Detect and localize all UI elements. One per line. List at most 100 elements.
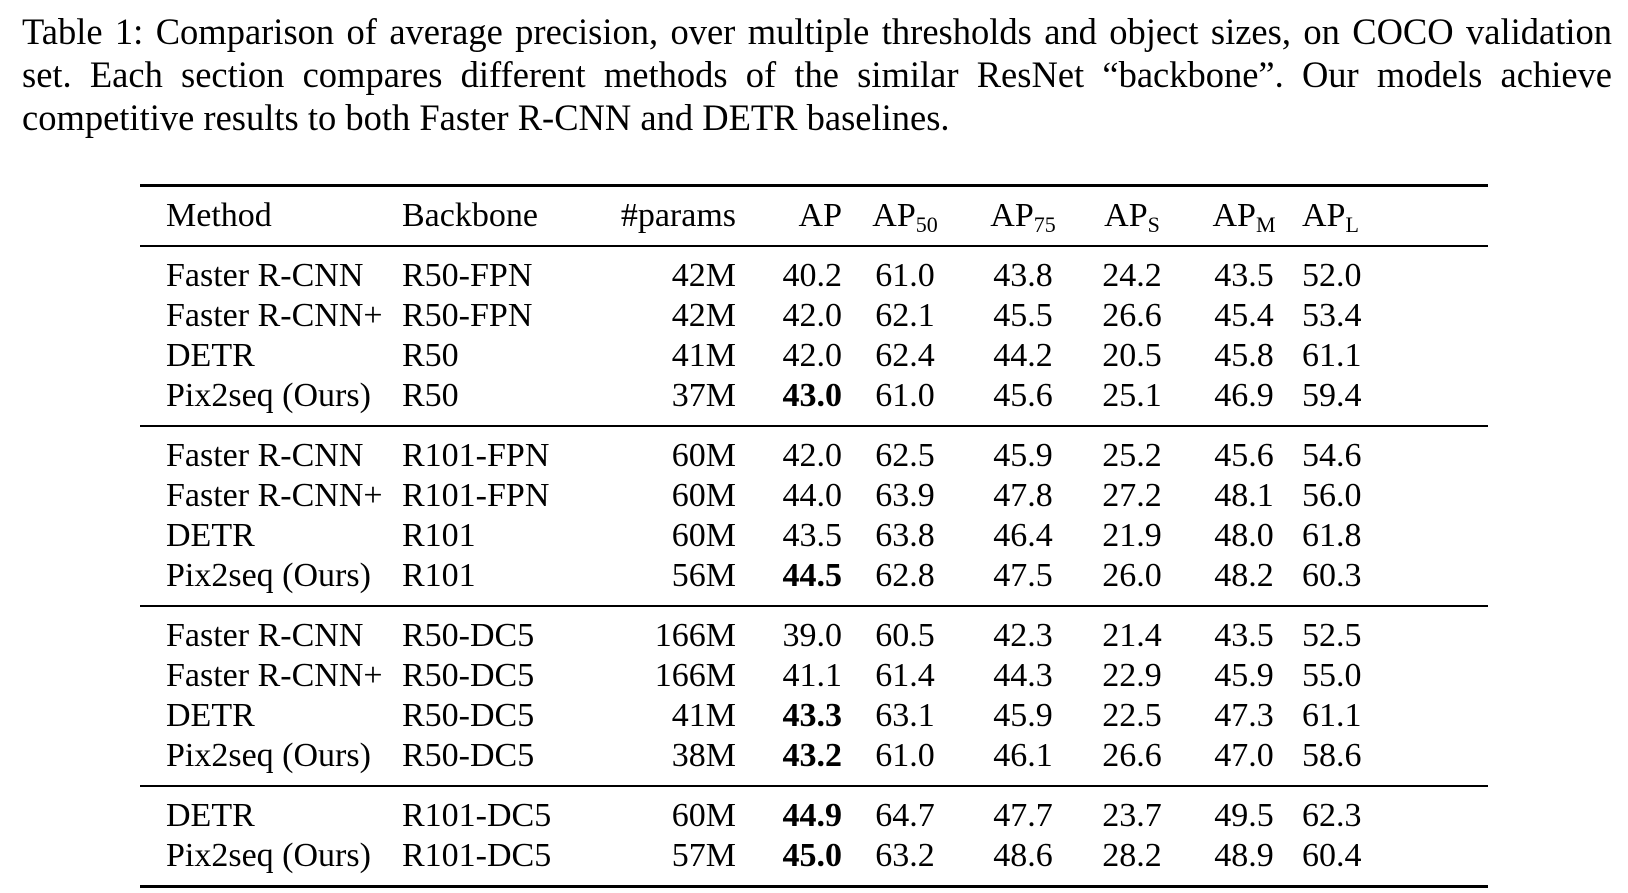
table-row: Pix2seq (Ours) R50 37M 43.0 61.0 45.6 25.1 46.9… bbox=[140, 376, 1488, 426]
cell-apm: 48.0 bbox=[1214, 517, 1274, 554]
header-apm-sub: M bbox=[1255, 212, 1276, 237]
cell-apm: 45.8 bbox=[1214, 337, 1274, 374]
cell-params: 38M bbox=[671, 737, 736, 774]
cell-ap50: 64.7 bbox=[875, 797, 935, 834]
cell-aps: 26.0 bbox=[1102, 557, 1162, 594]
cell-ap75: 45.6 bbox=[993, 377, 1053, 414]
cell-ap: 43.0 bbox=[782, 377, 843, 414]
cell-method: Pix2seq (Ours) bbox=[166, 377, 371, 414]
cell-ap: 42.0 bbox=[782, 437, 843, 474]
cell-backbone: R101 bbox=[402, 517, 476, 554]
cell-method: DETR bbox=[166, 337, 255, 374]
cell-backbone: R101-FPN bbox=[402, 437, 550, 474]
cell-aps: 21.9 bbox=[1102, 517, 1162, 554]
cell-apm: 49.5 bbox=[1214, 797, 1274, 834]
cell-apm: 46.9 bbox=[1214, 377, 1274, 414]
cell-method: Faster R-CNN+ bbox=[166, 297, 383, 334]
cell-aps: 21.4 bbox=[1102, 617, 1162, 654]
cell-apl: 55.0 bbox=[1302, 657, 1362, 694]
cell-ap75: 45.9 bbox=[993, 437, 1053, 474]
cell-ap: 42.0 bbox=[782, 337, 843, 374]
cell-ap75: 48.6 bbox=[993, 837, 1053, 874]
cell-ap: 43.2 bbox=[782, 737, 843, 774]
header-aps: APS bbox=[1078, 186, 1186, 247]
cell-aps: 22.9 bbox=[1102, 657, 1162, 694]
cell-ap75: 45.5 bbox=[993, 297, 1053, 334]
cell-ap: 45.0 bbox=[782, 837, 843, 874]
cell-method: Faster R-CNN bbox=[166, 257, 364, 294]
cell-ap75: 46.4 bbox=[993, 517, 1053, 554]
cell-ap50: 61.0 bbox=[875, 257, 935, 294]
cell-ap50: 60.5 bbox=[875, 617, 935, 654]
header-params: #params bbox=[620, 197, 736, 234]
cell-backbone: R50 bbox=[402, 377, 459, 414]
cell-backbone: R50-FPN bbox=[402, 257, 533, 294]
table-row: Faster R-CNN+ R50-FPN 42M 42.0 62.1 45.5 26.6 4… bbox=[140, 296, 1488, 336]
table-row: Faster R-CNN R50-FPN 42M 40.2 61.0 43.8 24.2 43… bbox=[140, 246, 1488, 296]
cell-apl: 61.8 bbox=[1302, 517, 1362, 554]
cell-method: Faster R-CNN+ bbox=[166, 477, 383, 514]
cell-backbone: R50-DC5 bbox=[402, 617, 535, 654]
cell-aps: 24.2 bbox=[1102, 257, 1162, 294]
table-section-3: Faster R-CNN R50-DC5 166M 39.0 60.5 42.3 21.4 4… bbox=[140, 606, 1488, 786]
cell-aps: 26.6 bbox=[1102, 737, 1162, 774]
cell-ap: 44.9 bbox=[782, 797, 843, 834]
table-header: Method Backbone #params AP AP50 AP75 APS… bbox=[140, 185, 1488, 247]
cell-ap50: 63.2 bbox=[875, 837, 935, 874]
cell-apm: 45.6 bbox=[1214, 437, 1274, 474]
cell-method: Pix2seq (Ours) bbox=[166, 837, 371, 874]
header-apl: APL bbox=[1302, 186, 1488, 247]
cell-ap: 44.0 bbox=[782, 477, 843, 514]
header-apl-base: AP bbox=[1302, 197, 1346, 234]
cell-aps: 28.2 bbox=[1102, 837, 1162, 874]
cell-ap: 42.0 bbox=[782, 297, 843, 334]
cell-params: 166M bbox=[654, 617, 736, 654]
cell-apl: 61.1 bbox=[1302, 337, 1362, 374]
header-method: Method bbox=[166, 197, 272, 234]
cell-params: 41M bbox=[671, 697, 736, 734]
cell-ap: 40.2 bbox=[782, 257, 843, 294]
table-row: DETR R101 60M 43.5 63.8 46.4 21.9 48.0 61.8 bbox=[140, 516, 1488, 556]
cell-params: 42M bbox=[671, 257, 736, 294]
cell-apl: 56.0 bbox=[1302, 477, 1362, 514]
table-row: DETR R101-DC5 60M 44.9 64.7 47.7 23.7 49.5 62.3 bbox=[140, 786, 1488, 836]
cell-apl: 59.4 bbox=[1302, 377, 1362, 414]
cell-apl: 60.4 bbox=[1302, 837, 1362, 874]
cell-method: Faster R-CNN+ bbox=[166, 657, 383, 694]
header-ap50: AP50 bbox=[842, 186, 968, 247]
cell-apm: 47.0 bbox=[1214, 737, 1274, 774]
cell-apl: 62.3 bbox=[1302, 797, 1362, 834]
table-section-1: Faster R-CNN R50-FPN 42M 40.2 61.0 43.8 24.2 43… bbox=[140, 246, 1488, 426]
table-row: Faster R-CNN R101-FPN 60M 42.0 62.5 45.9 25.2 4… bbox=[140, 426, 1488, 476]
cell-apm: 48.2 bbox=[1214, 557, 1274, 594]
cell-backbone: R101-DC5 bbox=[402, 797, 552, 834]
cell-aps: 23.7 bbox=[1102, 797, 1162, 834]
cell-backbone: R50-DC5 bbox=[402, 657, 535, 694]
table-row: Faster R-CNN+ R50-DC5 166M 41.1 61.4 44.3 22.9… bbox=[140, 656, 1488, 696]
cell-backbone: R101-DC5 bbox=[402, 837, 552, 874]
cell-aps: 27.2 bbox=[1102, 477, 1162, 514]
cell-ap: 44.5 bbox=[782, 557, 843, 594]
cell-apm: 45.9 bbox=[1214, 657, 1274, 694]
cell-method: DETR bbox=[166, 797, 255, 834]
cell-apl: 54.6 bbox=[1302, 437, 1362, 474]
cell-params: 57M bbox=[671, 837, 736, 874]
cell-ap75: 45.9 bbox=[993, 697, 1053, 734]
cell-ap: 43.5 bbox=[782, 517, 843, 554]
cell-ap50: 61.0 bbox=[875, 737, 935, 774]
cell-method: Faster R-CNN bbox=[166, 437, 364, 474]
cell-params: 42M bbox=[671, 297, 736, 334]
cell-ap50: 62.1 bbox=[875, 297, 935, 334]
header-aps-base: AP bbox=[1104, 197, 1148, 234]
table-row: Faster R-CNN R50-DC5 166M 39.0 60.5 42.3 21.4 4… bbox=[140, 606, 1488, 656]
cell-apm: 45.4 bbox=[1214, 297, 1274, 334]
cell-backbone: R101 bbox=[402, 557, 476, 594]
cell-ap50: 62.5 bbox=[875, 437, 935, 474]
header-ap: AP bbox=[798, 197, 842, 234]
header-apl-sub: L bbox=[1345, 212, 1359, 237]
cell-ap: 43.3 bbox=[782, 697, 843, 734]
table-row: DETR R50 41M 42.0 62.4 44.2 20.5 45.8 61.1 bbox=[140, 336, 1488, 376]
cell-backbone: R50-DC5 bbox=[402, 697, 535, 734]
header-backbone: Backbone bbox=[402, 197, 538, 234]
cell-ap: 41.1 bbox=[782, 657, 843, 694]
